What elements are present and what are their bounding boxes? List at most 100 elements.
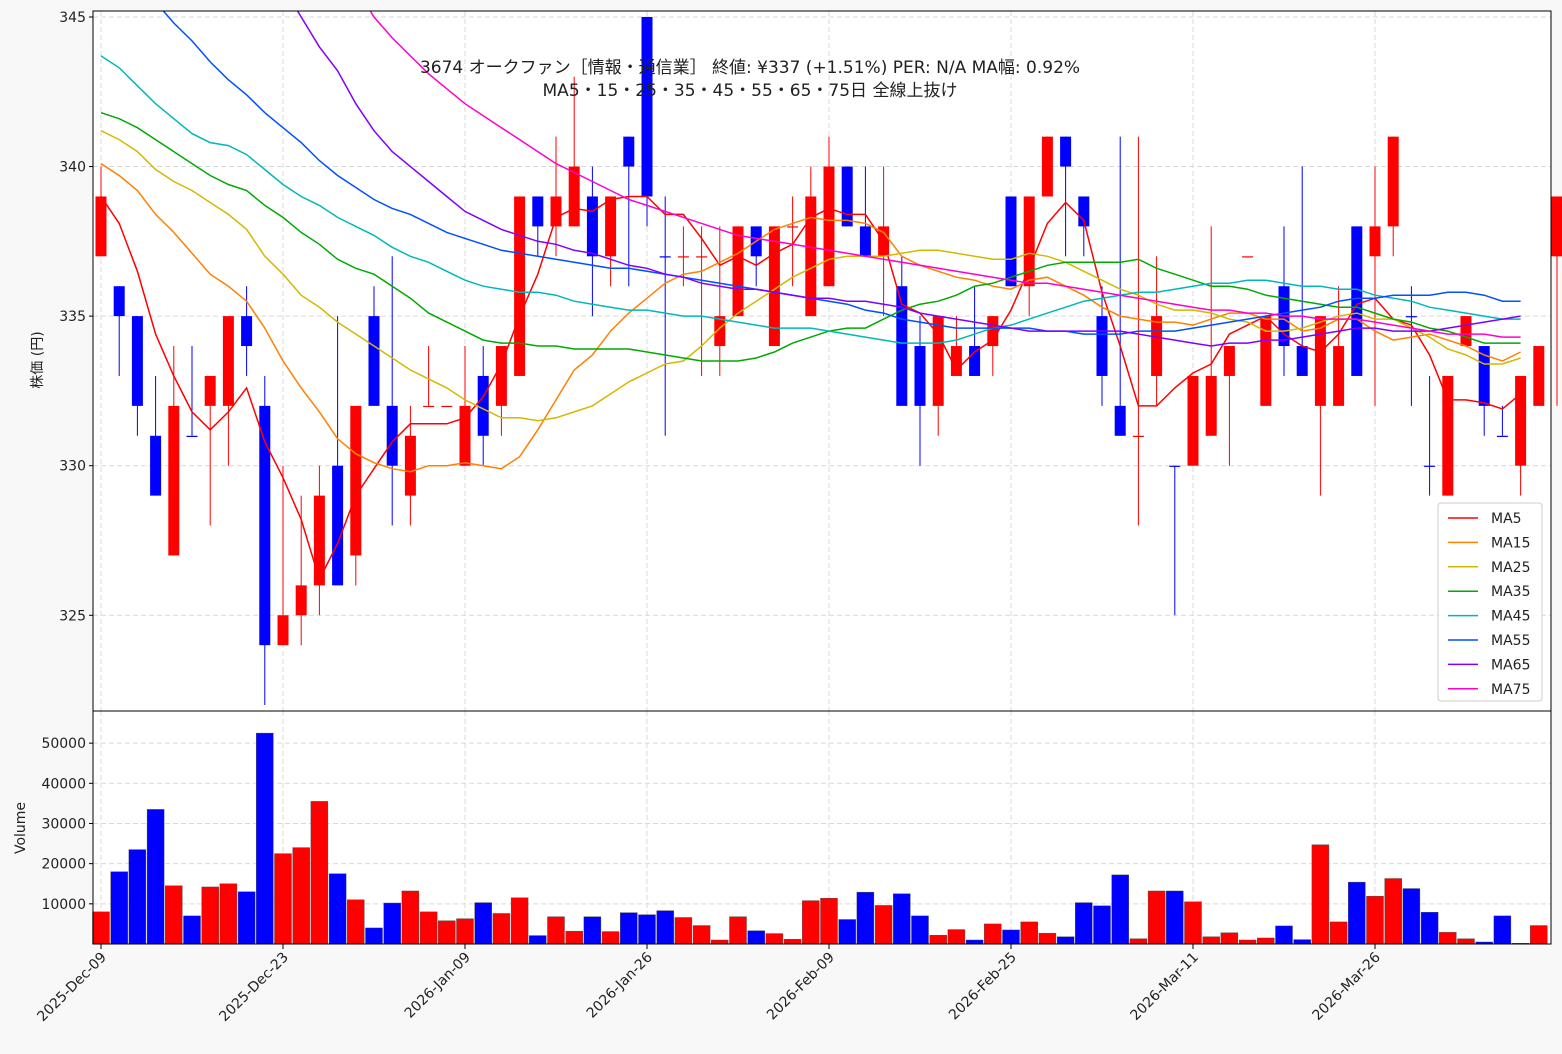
legend-label: MA55 xyxy=(1491,633,1530,649)
candle-body xyxy=(132,316,143,406)
volume-bar xyxy=(821,898,838,944)
volume-bar xyxy=(1458,939,1475,944)
volume-bar xyxy=(948,930,965,944)
candle-body xyxy=(1497,436,1508,437)
candle-body xyxy=(350,406,361,556)
candle-body xyxy=(1515,376,1526,466)
candle-body xyxy=(1442,376,1453,496)
candle-body xyxy=(96,196,107,256)
candle-body xyxy=(460,406,471,466)
volume-y-label: Volume xyxy=(13,802,29,854)
volume-bar xyxy=(275,854,292,944)
candle-body xyxy=(150,436,161,496)
volume-bar xyxy=(839,919,856,944)
candle-body xyxy=(478,376,489,436)
volume-bar xyxy=(1276,926,1293,944)
price-tick-label: 330 xyxy=(59,459,86,475)
candle-body xyxy=(587,196,598,256)
candle-body xyxy=(205,376,216,406)
volume-bar xyxy=(184,916,201,944)
volume-bar xyxy=(602,932,619,944)
candle-body xyxy=(1533,346,1544,406)
candle-body xyxy=(1315,316,1326,406)
candle-body xyxy=(1552,196,1562,256)
candle-body xyxy=(842,167,853,227)
price-tick-label: 345 xyxy=(59,10,86,26)
candle-body xyxy=(1461,316,1472,346)
volume-bar xyxy=(111,872,128,944)
legend-label: MA75 xyxy=(1491,682,1530,698)
candle-body xyxy=(441,406,452,407)
volume-bar xyxy=(1239,940,1256,944)
volume-bar xyxy=(1403,889,1420,944)
legend-label: MA5 xyxy=(1491,511,1522,527)
volume-bar xyxy=(1130,939,1147,944)
candle-body xyxy=(114,286,125,316)
volume-bar xyxy=(1003,930,1020,944)
volume-bar xyxy=(366,928,383,944)
candle-body xyxy=(1042,137,1053,197)
volume-bar xyxy=(511,898,528,944)
volume-bar xyxy=(693,926,710,944)
price-tick-label: 335 xyxy=(59,309,86,325)
volume-tick-label: 10000 xyxy=(41,897,86,913)
volume-bar xyxy=(675,917,692,944)
volume-bar xyxy=(1312,845,1329,944)
candle-body xyxy=(987,316,998,346)
volume-bar xyxy=(657,911,674,944)
candle-body xyxy=(405,436,416,496)
candle-body xyxy=(1370,226,1381,256)
volume-tick-label: 20000 xyxy=(41,857,86,873)
candle-body xyxy=(551,196,562,226)
volume-bar xyxy=(548,917,565,944)
candle-body xyxy=(1406,316,1417,317)
volume-tick-label: 40000 xyxy=(41,776,86,792)
candle-body xyxy=(278,615,289,645)
volume-bar xyxy=(1494,916,1511,944)
volume-bar xyxy=(129,850,146,944)
candle-body xyxy=(642,17,653,196)
volume-bar xyxy=(475,903,492,944)
volume-bar xyxy=(529,936,546,944)
candle-body xyxy=(514,196,525,375)
volume-bar xyxy=(347,900,364,944)
volume-bar xyxy=(402,891,419,944)
volume-bar xyxy=(1221,933,1238,944)
candle-body xyxy=(1151,316,1162,376)
candle-body xyxy=(332,466,343,586)
volume-bar xyxy=(1421,912,1438,944)
volume-bar xyxy=(584,917,601,944)
volume-bar xyxy=(220,884,237,944)
volume-bar xyxy=(711,940,728,944)
volume-bar xyxy=(766,934,783,944)
volume-bar xyxy=(1039,933,1056,944)
volume-bar xyxy=(1021,922,1038,944)
candle-body xyxy=(915,346,926,406)
candle-body xyxy=(969,346,980,376)
chart-title-line2: MA5・15・25・35・45・55・65・75日 全線上抜け xyxy=(543,81,958,101)
candle-body xyxy=(1388,137,1399,227)
volume-bar xyxy=(1330,922,1347,944)
volume-bar xyxy=(784,939,801,944)
volume-bar xyxy=(384,903,401,944)
volume-bar xyxy=(1530,926,1547,944)
candle-body xyxy=(1097,316,1108,376)
volume-bar xyxy=(893,894,910,944)
volume-tick-label: 30000 xyxy=(41,816,86,832)
volume-bar xyxy=(730,917,747,944)
candle-body xyxy=(1133,436,1144,437)
candle-body xyxy=(387,406,398,466)
legend-label: MA15 xyxy=(1491,535,1530,551)
candle-body xyxy=(1188,376,1199,466)
volume-bar xyxy=(1294,940,1311,944)
volume-bar xyxy=(875,905,892,944)
volume-bar xyxy=(930,935,947,944)
candle-body xyxy=(678,256,689,257)
legend-label: MA35 xyxy=(1491,584,1530,600)
candle-body xyxy=(1333,346,1344,406)
volume-bar xyxy=(1257,938,1274,944)
volume-bar xyxy=(984,924,1001,944)
